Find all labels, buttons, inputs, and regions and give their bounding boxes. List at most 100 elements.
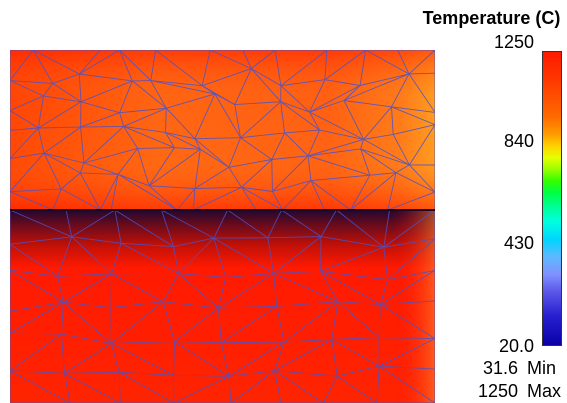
- mesh-edge: [52, 73, 80, 84]
- mesh-edge: [43, 95, 82, 103]
- mesh-edge: [273, 270, 321, 274]
- mesh-edge: [214, 93, 241, 138]
- mesh-edge: [201, 50, 211, 86]
- mesh-edge: [280, 50, 328, 87]
- mesh-edge: [218, 305, 277, 309]
- mesh-edge: [267, 237, 275, 274]
- mesh-edge: [217, 308, 222, 343]
- mesh-edge: [10, 191, 54, 211]
- mesh-edge: [281, 209, 322, 237]
- mesh-edge: [383, 209, 435, 248]
- mesh-edge: [111, 243, 122, 274]
- mesh-edge: [163, 301, 219, 309]
- mesh-edge: [376, 366, 380, 403]
- mesh-edge: [52, 83, 82, 103]
- mesh-edge: [148, 148, 201, 187]
- mesh-edge: [79, 73, 133, 82]
- mesh-edge: [61, 302, 64, 335]
- mesh-edge: [320, 209, 337, 237]
- mesh-edge: [119, 371, 174, 376]
- mesh-edge: [117, 148, 138, 175]
- mesh-edge: [408, 72, 435, 75]
- mesh-edge: [228, 159, 272, 168]
- mesh-edge: [343, 100, 365, 140]
- mesh-edge: [150, 80, 215, 95]
- mesh-edge: [228, 137, 241, 168]
- mesh-edge: [272, 180, 312, 192]
- mesh-edge: [225, 272, 274, 278]
- mesh-edge: [241, 186, 273, 192]
- mesh-edge: [221, 305, 277, 344]
- mesh-edge: [71, 209, 116, 238]
- mesh-edge: [320, 270, 381, 305]
- mesh-edge: [43, 83, 54, 97]
- mesh-edge: [43, 152, 85, 164]
- mesh-edge: [230, 370, 275, 403]
- mesh-edge: [391, 73, 410, 108]
- mesh-edge: [10, 209, 72, 238]
- mesh-edge: [32, 50, 54, 84]
- mesh-edge: [178, 273, 219, 309]
- mesh-edge: [150, 50, 157, 81]
- mesh-edge: [110, 301, 164, 309]
- mesh-edge: [408, 50, 435, 75]
- mesh-edge: [271, 132, 286, 160]
- mesh-edge: [324, 79, 361, 86]
- mesh-edge: [234, 104, 241, 138]
- mesh-edge: [162, 301, 175, 342]
- mesh-edge: [123, 107, 167, 127]
- mesh-edge: [331, 301, 339, 340]
- mesh-edge: [10, 301, 64, 312]
- mesh-edge: [274, 339, 333, 372]
- mesh-edge: [10, 332, 62, 335]
- mesh-edge: [79, 172, 101, 211]
- mesh-edge: [360, 148, 371, 176]
- mesh-edge: [71, 236, 122, 244]
- mesh-edge: [307, 155, 312, 181]
- mesh-edge: [10, 95, 44, 111]
- model-viewport[interactable]: [10, 50, 435, 403]
- mesh-edge: [234, 101, 281, 106]
- mesh-edge: [10, 127, 39, 159]
- mesh-edge: [213, 209, 229, 239]
- min-value: 31.6: [482, 358, 518, 378]
- temperature-mesh-render[interactable]: [10, 50, 435, 403]
- mesh-edge: [336, 209, 385, 248]
- mesh-edge: [173, 374, 229, 377]
- mesh-edge: [395, 164, 410, 174]
- mesh-edge: [119, 80, 133, 113]
- mesh-edge: [165, 131, 201, 150]
- mesh-edge: [280, 101, 320, 131]
- mesh-edge: [309, 85, 361, 113]
- mesh-edge: [272, 155, 309, 192]
- mesh-edge: [363, 133, 394, 140]
- mesh-edge: [119, 112, 125, 127]
- mesh-edge: [80, 172, 119, 175]
- mesh-edge: [10, 243, 58, 277]
- mesh-edge: [220, 342, 230, 377]
- mesh-edge: [331, 339, 338, 377]
- mesh-edge: [274, 370, 338, 377]
- mesh-edge: [392, 134, 410, 166]
- mesh-edge: [251, 50, 276, 69]
- min-label: Min: [527, 358, 557, 378]
- mesh-edge: [240, 137, 273, 160]
- mesh-edge: [194, 93, 216, 139]
- mesh-edge: [387, 191, 435, 211]
- tick-label-max: 1250: [493, 32, 534, 52]
- mesh-edge: [337, 365, 380, 377]
- mesh-edge: [308, 148, 361, 157]
- mesh-edge: [282, 180, 312, 211]
- mesh-edge: [397, 50, 410, 75]
- legend-title: Temperature (C): [422, 8, 561, 28]
- mesh-edge: [320, 271, 339, 302]
- mesh-edge: [380, 270, 435, 305]
- mesh-edge: [359, 73, 410, 86]
- mesh-edge: [43, 152, 81, 174]
- mesh-edge: [78, 73, 82, 102]
- mesh-edge: [310, 174, 370, 182]
- mesh-edge: [387, 269, 435, 281]
- mesh-edge: [165, 132, 175, 148]
- mesh-edge: [242, 50, 252, 69]
- mesh-edge: [166, 93, 216, 109]
